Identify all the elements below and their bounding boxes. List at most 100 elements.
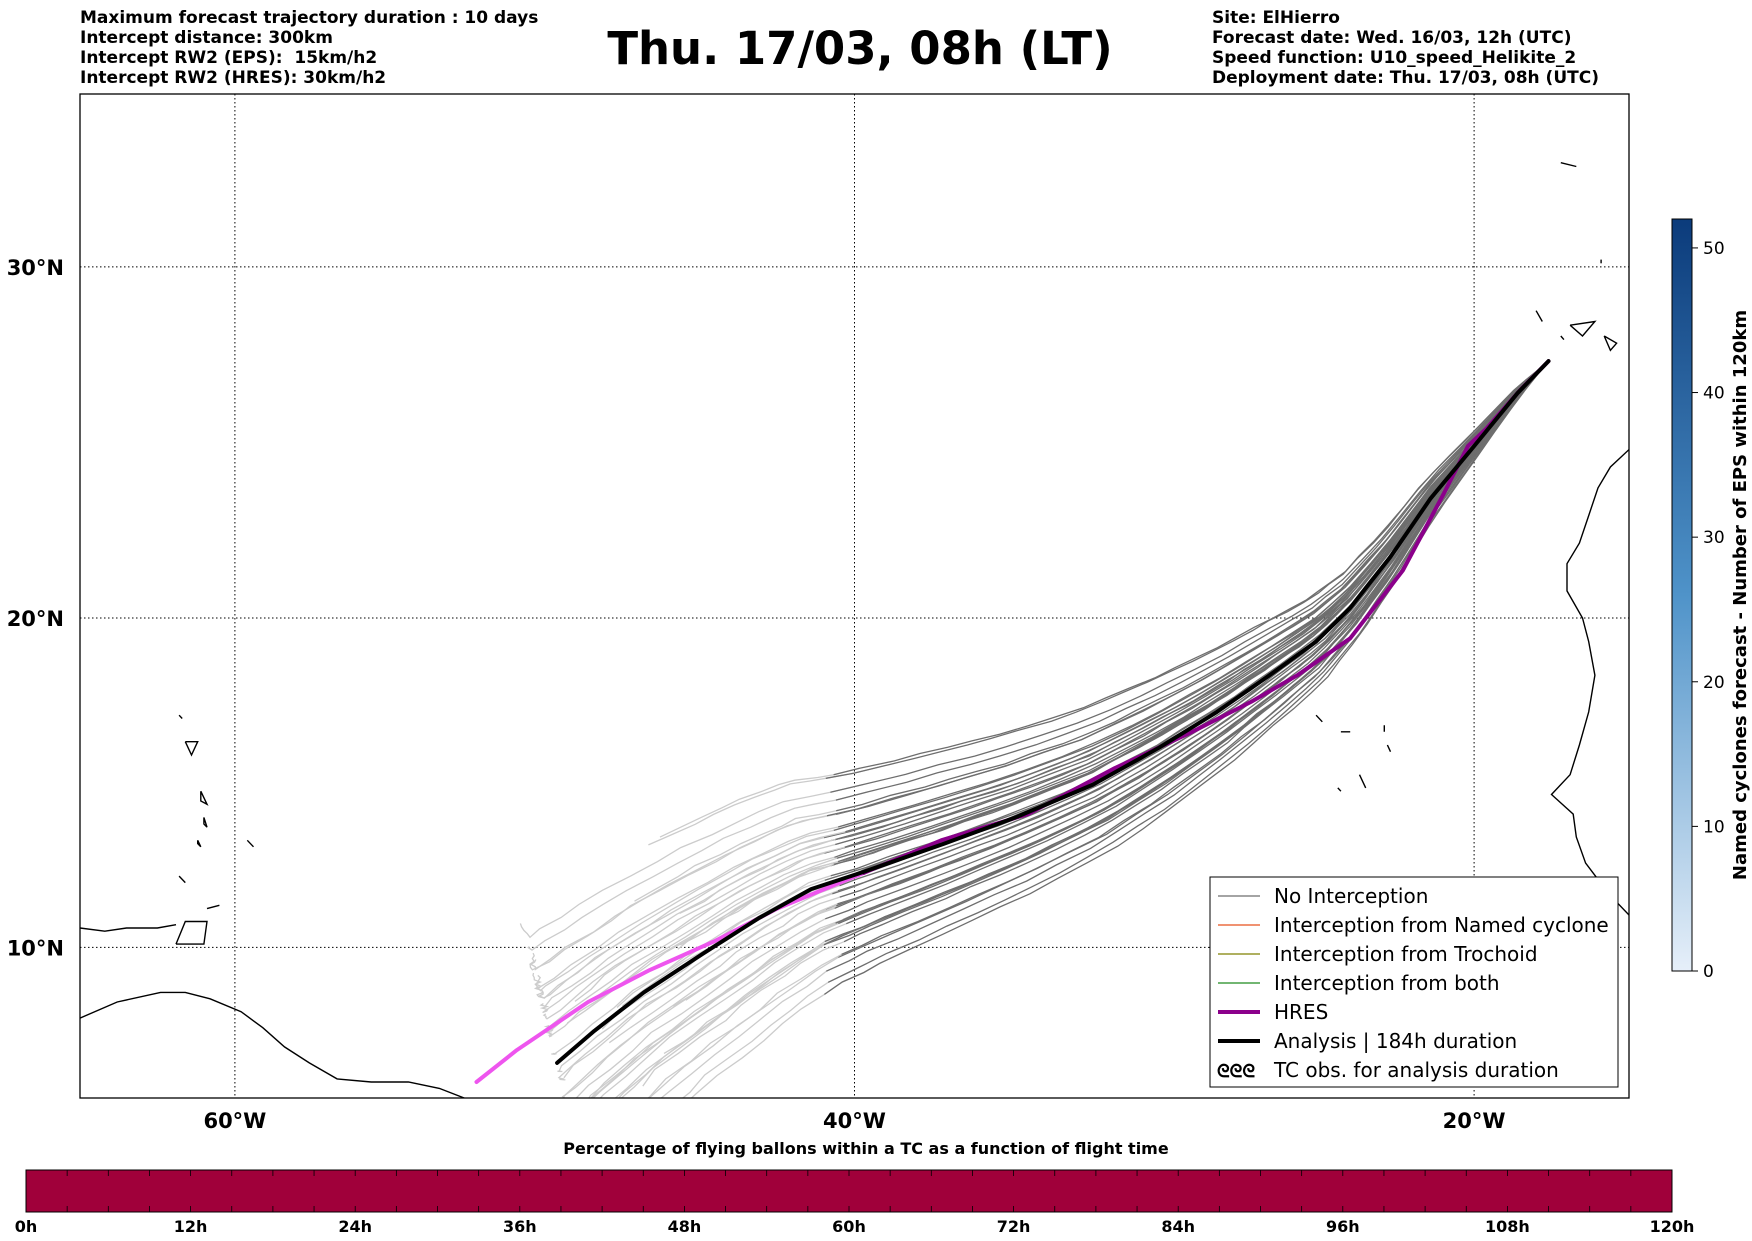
map-frame xyxy=(79,93,1630,1099)
cyclone-colorbar-label: Named cyclones forecast - Number of EPS … xyxy=(1730,310,1751,880)
ensemble-track-early xyxy=(833,360,1549,832)
ensemble-track-early xyxy=(830,360,1549,793)
max-duration-text: Maximum forecast trajectory duration : 1… xyxy=(80,8,539,28)
cyclone-colorbar-tick-label: 10 xyxy=(1703,817,1725,837)
legend-label: Interception from Trochoid xyxy=(1274,942,1538,966)
ensemble-track-early xyxy=(838,360,1549,828)
ensemble-track-early xyxy=(832,360,1549,895)
ensemble-track-late xyxy=(519,783,864,939)
ensemble-track-early xyxy=(826,360,1549,817)
tc-colorbar-tick-label: 36h xyxy=(503,1217,537,1236)
ensemble-track-late xyxy=(561,895,863,1098)
ensemble-track-late xyxy=(620,925,870,1098)
lat-tick-label: 30°N xyxy=(7,256,64,280)
antilles-island xyxy=(196,839,202,848)
ensemble-track-early xyxy=(825,360,1549,920)
page-title: Thu. 17/03, 08h (LT) xyxy=(607,22,1113,75)
ensemble-track-early xyxy=(825,360,1549,779)
ensemble-track-early xyxy=(838,360,1549,938)
legend-label: Analysis | 184h duration xyxy=(1274,1029,1517,1053)
lat-tick-label: 10°N xyxy=(7,936,64,960)
ensemble-track-late xyxy=(592,914,860,1098)
ensemble-track-early xyxy=(839,360,1549,898)
ensemble-track-late xyxy=(647,935,882,1098)
forecast-date-text: Forecast date: Wed. 16/03, 12h (UTC) xyxy=(1212,28,1572,48)
intercept-hres-text: Intercept RW2 (HRES): 30km/h2 xyxy=(80,68,387,88)
cyclone-colorbar-fill xyxy=(1671,218,1693,972)
ensemble-track-late xyxy=(542,837,874,1020)
antilles-island xyxy=(246,839,255,848)
map-area[interactable]: 60°W 40°W 20°W 30°N 20°N 10°N xyxy=(7,93,1630,1183)
lon-tick-label: 60°W xyxy=(203,1109,266,1133)
cape-verde-island xyxy=(1315,714,1323,723)
tc-colorbar-tick-label: 96h xyxy=(1326,1217,1360,1236)
ensemble-track-late xyxy=(557,881,864,1081)
ensemble-track-early xyxy=(843,360,1549,943)
ensemble-track-late xyxy=(533,830,850,999)
tc-colorbar-fill xyxy=(25,1169,1673,1213)
ensemble-track-late xyxy=(617,926,862,1098)
south-america-coast xyxy=(80,991,465,1098)
cape-verde-island xyxy=(1358,774,1367,789)
cyclone-colorbar-tick-label: 0 xyxy=(1703,962,1714,982)
antilles-island xyxy=(200,790,209,806)
speed-function-text: Speed function: U10_speed_Helikite_2 xyxy=(1212,48,1577,68)
ensemble-track-early xyxy=(835,360,1549,801)
legend: No Interception Interception from Named c… xyxy=(1209,876,1619,1088)
lat-tick-label: 20°N xyxy=(7,607,64,631)
ensemble-track-late xyxy=(634,803,863,902)
canary-island xyxy=(1569,320,1597,337)
ensemble-track-early xyxy=(824,360,1549,943)
venezuela-north-coast xyxy=(80,924,177,932)
ensemble-track-early xyxy=(835,360,1549,924)
axis-labels: 60°W 40°W 20°W 30°N 20°N 10°N xyxy=(7,256,1506,1133)
ensemble-track-early xyxy=(844,360,1549,848)
antilles-island xyxy=(178,714,183,719)
ensemble-track-early xyxy=(842,360,1549,921)
ensemble-track-late xyxy=(544,831,861,1007)
legend-label: HRES xyxy=(1274,1000,1328,1024)
ensemble-track-late xyxy=(532,817,871,990)
cyclone-colorbar-tick-label: 50 xyxy=(1703,239,1725,259)
ensemble-track-early xyxy=(841,360,1549,955)
ensemble-track-late xyxy=(528,808,858,971)
ensemble-track-late xyxy=(648,946,863,1098)
ensemble-track-early xyxy=(835,360,1549,816)
legend-box xyxy=(1209,876,1619,1088)
ensemble-track-late xyxy=(575,901,868,1098)
legend-label: No Interception xyxy=(1274,884,1428,908)
tc-colorbar-tick-label: 72h xyxy=(997,1217,1031,1236)
trinidad-coast xyxy=(175,920,208,945)
ensemble-track-early xyxy=(827,360,1549,983)
ensemble-track-late xyxy=(539,835,864,1014)
antilles-island xyxy=(178,875,186,884)
canary-island xyxy=(1603,335,1618,352)
tc-percentage-colorbar: Percentage of flying ballons within a TC… xyxy=(15,1139,1695,1236)
cyclone-colorbar-tick-label: 40 xyxy=(1703,384,1725,404)
ensemble-track-early xyxy=(834,360,1549,858)
ensemble-track-late xyxy=(563,876,878,1079)
ensemble-track-late xyxy=(534,821,862,992)
tc-colorbar-tick-label: 48h xyxy=(668,1217,702,1236)
ensemble-track-late xyxy=(660,950,868,1098)
canary-island xyxy=(1560,335,1565,341)
site-info: Site: ElHierro Forecast date: Wed. 16/03… xyxy=(1212,8,1599,88)
tc-colorbar-tick-label: 12h xyxy=(174,1217,208,1236)
ensemble-track-late xyxy=(659,767,860,838)
lon-tick-label: 20°W xyxy=(1443,1109,1506,1133)
coastlines xyxy=(80,162,1629,1098)
forecast-parameters: Maximum forecast trajectory duration : 1… xyxy=(80,8,538,88)
cyclone-colorbar: Named cyclones forecast - Number of EPS … xyxy=(1671,218,1751,982)
cyclone-colorbar-tick-label: 20 xyxy=(1703,673,1725,693)
ensemble-track-late xyxy=(599,913,870,1098)
tobago-coast xyxy=(206,904,220,910)
ensemble-track-late xyxy=(545,849,867,1034)
lon-tick-label: 40°W xyxy=(823,1109,886,1133)
legend-label: Interception from both xyxy=(1274,971,1500,995)
ensemble-track-early xyxy=(824,360,1549,881)
site-text: Site: ElHierro xyxy=(1212,8,1340,28)
ensemble-track-early xyxy=(826,360,1549,972)
africa-coast xyxy=(1550,449,1629,916)
tc-colorbar-tick-label: 84h xyxy=(1161,1217,1195,1236)
